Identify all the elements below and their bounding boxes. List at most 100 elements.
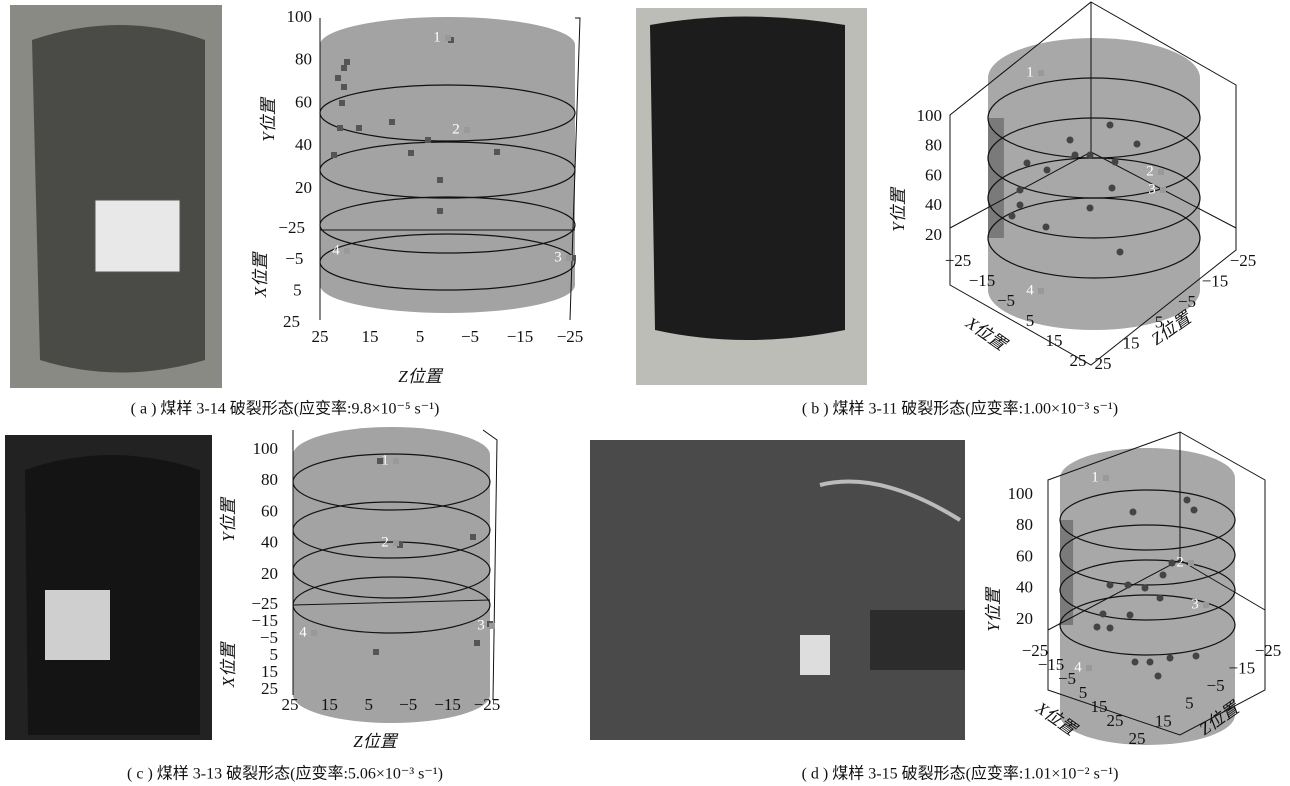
x-tick-label: 15 [1091,697,1108,716]
sensor-label: 1 [1091,469,1099,485]
sensor-mark [344,248,350,254]
y-tick-label: 100 [287,7,313,26]
sensor-label: 1 [1026,64,1034,80]
axis-box [1047,431,1266,736]
event-point [1066,136,1074,144]
z-tick-label: −5 [1178,292,1196,311]
sensor-mark [489,623,495,629]
axis-label: Z位置 [353,732,398,751]
event-point [494,149,500,155]
cylinder [293,427,490,724]
event-point [1141,584,1149,592]
x-tick-label: 5 [270,645,279,664]
event-point [1124,581,1132,589]
event-point [377,458,383,464]
event-point [1192,652,1200,660]
x-tick-label: 25 [283,312,300,331]
sensor-mark [393,458,399,464]
event-point [1042,223,1050,231]
photo-b [636,8,867,385]
sensor-label: 4 [1026,282,1034,298]
event-point [425,137,431,143]
event-point [1106,121,1114,129]
shade [1060,520,1074,625]
sensor-mark [566,255,572,261]
sensor-label: 4 [332,242,340,258]
z-tick-label: 15 [1123,333,1140,352]
event-point [1133,140,1141,148]
event-point [1108,184,1116,192]
x-tick-label: 25 [1070,351,1087,370]
event-point [373,649,379,655]
z-tick-label: 25 [1095,354,1112,373]
z-tick-label: 5 [416,327,425,346]
event-point [1156,594,1164,602]
sensor-mark [1103,475,1109,481]
y-tick-label: 80 [1016,515,1033,534]
cylinder [988,38,1200,330]
event-point [1159,571,1167,579]
x-tick-label: 5 [293,281,302,300]
y-tick-label: 20 [925,225,942,244]
y-tick-label: 60 [1016,546,1033,565]
axis-label: Z位置 [398,367,443,386]
z-tick-label: −5 [461,327,479,346]
event-point [1106,624,1114,632]
sensor-label: 2 [381,534,389,550]
event-point [1126,611,1134,619]
sensor-mark [1203,602,1209,608]
x-tick-label: −25 [945,251,972,270]
event-point [1183,496,1191,504]
z-tick-label: −15 [1202,272,1229,291]
z-tick-label: −15 [434,695,461,714]
axis-label: Y位置 [984,586,1003,631]
axis-label: Y位置 [889,186,908,231]
x-tick-label: −5 [260,628,278,647]
z-tick-label: 5 [365,695,374,714]
ring [1059,489,1236,551]
sensor-label: 1 [433,29,441,45]
photo-c [5,435,212,740]
sensor-mark [1038,288,1044,294]
x-tick-label: −25 [278,218,305,237]
x-tick-label: −25 [1022,641,1049,660]
caption: ( a ) 煤样 3-14 破裂形态(应变率:9.8×10⁻⁵ s⁻¹) [131,399,440,418]
z-tick-label: 25 [282,695,299,714]
x-tick-label: 5 [1026,311,1035,330]
event-point [339,100,345,106]
event-point [1016,201,1024,209]
y-tick-label: 20 [295,178,312,197]
y-tick-label: 40 [1016,578,1033,597]
event-point [1071,151,1079,159]
cylinder [1060,448,1235,745]
y-tick-label: 100 [1008,484,1034,503]
z-tick-label: −25 [557,327,584,346]
event-point [1016,186,1024,194]
z-tick-label: −15 [1229,659,1256,678]
x-tick-label: −5 [1058,669,1076,688]
event-point [356,125,362,131]
sensor-mark [311,630,317,636]
z-tick-label: −5 [1207,676,1225,695]
axis-label: X位置 [219,641,238,688]
event-point [1154,672,1162,680]
event-point [570,255,576,261]
x-tick-label: 25 [261,679,278,698]
sensor-mark [1038,70,1044,76]
y-tick-label: 40 [261,533,278,552]
sensor-mark [1188,560,1194,566]
z-tick-label: 25 [312,327,329,346]
z-tick-label: −25 [1230,251,1257,270]
z-tick-label: 5 [1155,313,1164,332]
axis-label: Y位置 [259,96,278,141]
event-point [1168,559,1176,567]
z-tick-label: 25 [1129,729,1146,748]
event-point [1008,212,1016,220]
sensor-label: 2 [1146,163,1154,179]
event-point [474,640,480,646]
x-tick-label: −25 [251,594,278,613]
sensor-label: 1 [381,452,389,468]
z-tick-label: −25 [474,695,501,714]
z-tick-label: 15 [362,327,379,346]
sensor-label: 3 [554,249,562,265]
